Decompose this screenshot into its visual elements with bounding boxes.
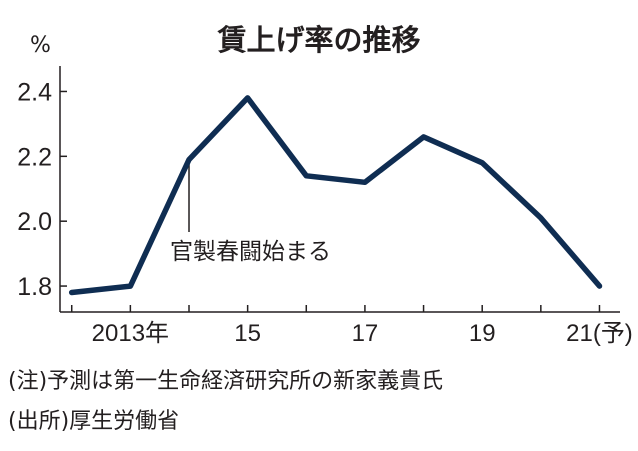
y-tick-label: 2.2 (17, 143, 52, 171)
y-axis-unit-label: % (30, 33, 51, 58)
x-tick-label: 2013年 (92, 320, 169, 347)
y-tick-label: 2.4 (17, 78, 52, 106)
y-tick-labels: 1.8 2.0 2.2 2.4 (17, 78, 52, 301)
x-tick-label: 21(予) (566, 320, 633, 347)
y-tick-label: 2.0 (17, 208, 52, 236)
chart-title: 賃上げ率の推移 (216, 23, 420, 57)
x-tick-label: 19 (469, 320, 496, 347)
footnote-source: (出所)厚生労働省 (8, 409, 180, 434)
data-series (68, 95, 603, 296)
series-line (68, 95, 603, 296)
axes (59, 66, 620, 313)
x-tick-label: 15 (234, 320, 261, 347)
annotations: 官製春闘始まる (170, 163, 331, 265)
y-tick-label: 1.8 (17, 273, 52, 301)
x-tick-labels: 2013年 15 17 19 21(予) (92, 320, 633, 347)
x-tick-label: 17 (352, 320, 379, 347)
annotation-label: 官製春闘始まる (170, 239, 331, 265)
footnote-note: (注)予測は第一生命経済研究所の新家義貴氏 (8, 369, 444, 394)
